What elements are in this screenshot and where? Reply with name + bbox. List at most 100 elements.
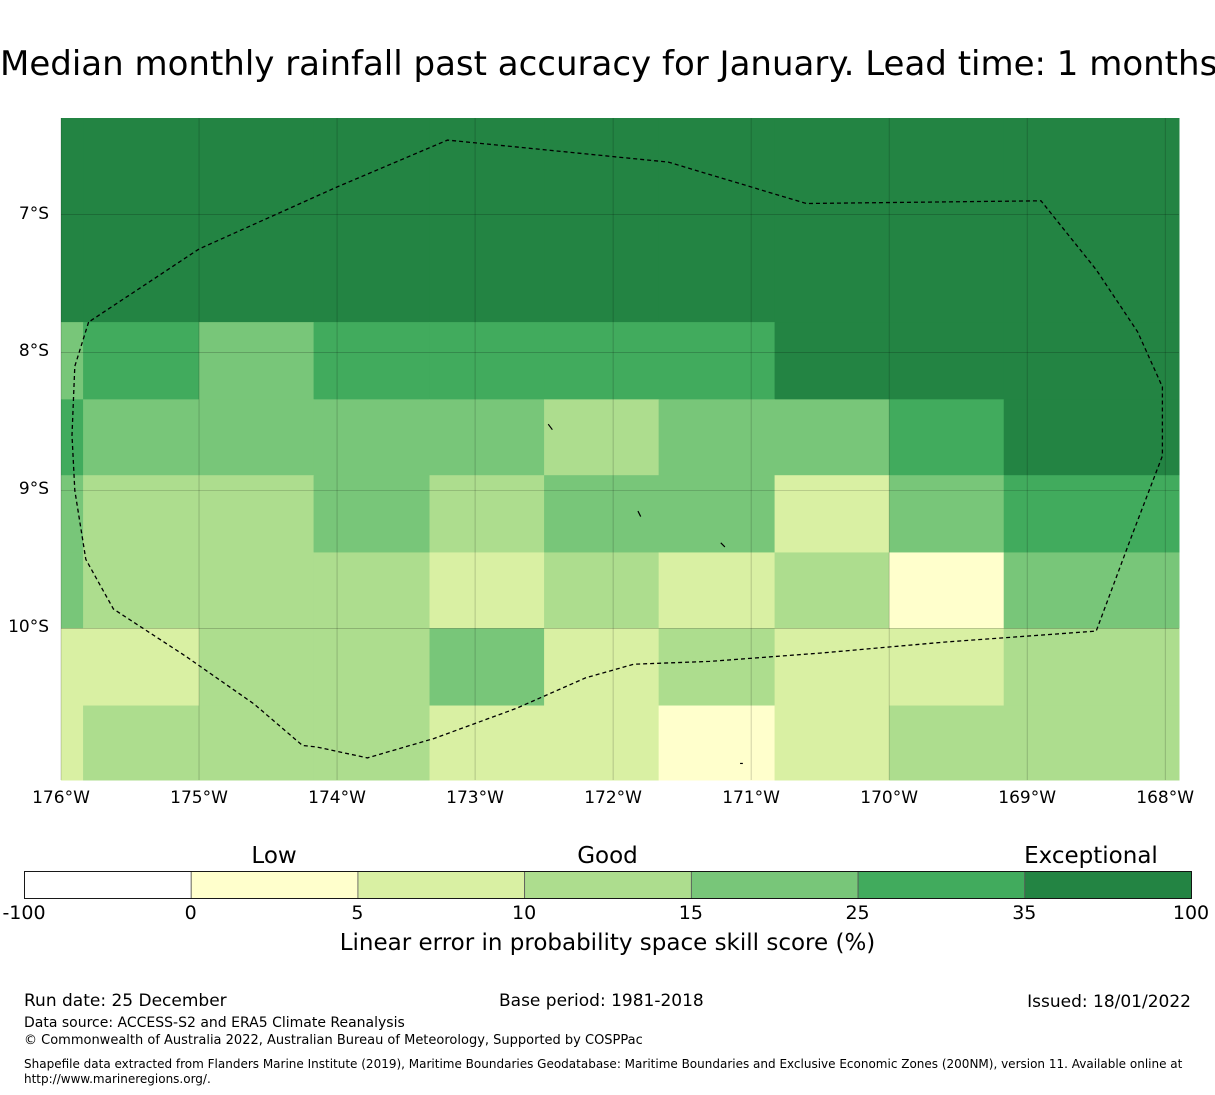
colorbar-swatch <box>357 871 526 899</box>
x-tick-label: 170°W <box>860 788 919 808</box>
skill-cell <box>889 705 1005 781</box>
skill-cell <box>544 628 660 707</box>
island-outline <box>637 510 642 517</box>
skill-cell <box>1003 322 1180 400</box>
skill-cell <box>199 552 315 629</box>
skill-cell <box>313 552 431 629</box>
y-tick-label: 7°S <box>18 203 49 224</box>
skill-cell <box>61 705 84 781</box>
skill-cell <box>774 628 890 707</box>
skill-cell <box>313 628 431 707</box>
skill-cell <box>83 118 200 323</box>
skill-cell <box>61 118 84 323</box>
colorbar-swatch <box>524 871 692 899</box>
skill-cell <box>199 475 315 553</box>
skill-cell <box>658 475 776 553</box>
colorbar-category-label: Good <box>577 843 638 869</box>
colorbar-tick-label: 25 <box>845 902 870 924</box>
skill-cell <box>83 399 200 476</box>
skill-cell <box>774 399 890 476</box>
skill-cell <box>544 475 660 553</box>
islands <box>547 423 743 765</box>
skill-cell <box>83 475 200 553</box>
skill-cell <box>774 322 890 400</box>
skill-cell <box>658 118 776 323</box>
data-source: Data source: ACCESS-S2 and ERA5 Climate … <box>24 1015 405 1031</box>
skill-cell <box>774 118 890 323</box>
colorbar-category-label: Low <box>251 843 297 869</box>
colorbar-tick-label: 100 <box>1172 902 1210 924</box>
colorbar-title: Linear error in probability space skill … <box>339 930 876 956</box>
skill-cell <box>313 705 431 781</box>
skill-cell <box>83 628 200 707</box>
skill-cell <box>313 475 431 553</box>
x-tick-label: 171°W <box>722 788 780 808</box>
eez-boundary <box>71 139 1164 759</box>
skill-cell <box>889 552 1005 629</box>
colorbar-tick-label: 0 <box>184 902 197 924</box>
colorbar-category-label: Exceptional <box>1024 843 1158 869</box>
colorbar-frame <box>24 871 1192 899</box>
colorbar-swatch <box>1024 871 1192 899</box>
skill-cell <box>889 322 1005 400</box>
skill-cell <box>658 628 776 707</box>
skill-cell <box>1003 628 1180 707</box>
map-title: Median monthly rainfall past accuracy fo… <box>0 44 1215 84</box>
skill-cell <box>199 399 315 476</box>
skill-cell <box>774 475 890 553</box>
x-tick-label: 172°W <box>584 788 642 808</box>
skill-cell <box>429 118 545 323</box>
run-date: Run date: 25 December <box>24 991 227 1011</box>
skill-cell <box>199 118 315 323</box>
colorbar-swatch <box>690 871 859 899</box>
skill-cell <box>429 322 545 400</box>
graticule <box>60 118 1179 780</box>
colorbar-tick-label: 15 <box>678 902 703 924</box>
y-tick-label: 8°S <box>18 341 49 362</box>
skill-cell <box>658 552 776 629</box>
skill-cell <box>544 118 660 323</box>
skill-cell <box>429 552 545 629</box>
x-tick-label: 173°W <box>446 788 504 808</box>
x-tick-label: 174°W <box>308 788 366 808</box>
skill-cell <box>774 705 890 781</box>
colorbar-tick-label: -100 <box>2 902 46 924</box>
colorbar-swatch <box>857 871 1026 899</box>
skill-cell <box>889 475 1005 553</box>
skill-cell <box>658 705 776 781</box>
skill-cell <box>889 118 1005 323</box>
skill-cell <box>544 322 660 400</box>
skill-cell <box>1003 552 1180 629</box>
skill-cell <box>1003 399 1180 476</box>
skill-cell <box>544 552 660 629</box>
skill-cell <box>199 705 315 781</box>
skill-cell <box>544 399 660 476</box>
base-period: Base period: 1981-2018 <box>499 991 704 1011</box>
x-tick-label: 176°W <box>32 788 90 808</box>
skill-cell <box>313 322 431 400</box>
island-outline <box>720 542 726 548</box>
skill-cell <box>658 322 776 400</box>
x-tick-label: 168°W <box>1136 788 1195 808</box>
skill-cells <box>61 118 1180 781</box>
skill-cell <box>313 118 431 323</box>
y-tick-label: 10°S <box>8 617 49 638</box>
skill-cell <box>83 322 200 400</box>
shapefile-credit-line1: Shapefile data extracted from Flanders M… <box>24 1057 1183 1071</box>
skill-cell <box>544 705 660 781</box>
skill-score-map <box>60 118 1180 781</box>
skill-cell <box>658 399 776 476</box>
skill-cell <box>429 475 545 553</box>
skill-cell <box>1003 118 1180 323</box>
skill-cell <box>313 399 431 476</box>
colorbar <box>24 871 1192 899</box>
skill-cell <box>889 628 1005 707</box>
skill-cell <box>61 399 84 476</box>
colorbar-swatch <box>190 871 359 899</box>
skill-cell <box>83 552 200 629</box>
skill-cell <box>199 628 315 707</box>
skill-cell <box>1003 475 1180 553</box>
skill-cell <box>199 322 315 400</box>
x-tick-label: 169°W <box>998 788 1057 808</box>
issued-date: Issued: 18/01/2022 <box>1027 992 1191 1012</box>
